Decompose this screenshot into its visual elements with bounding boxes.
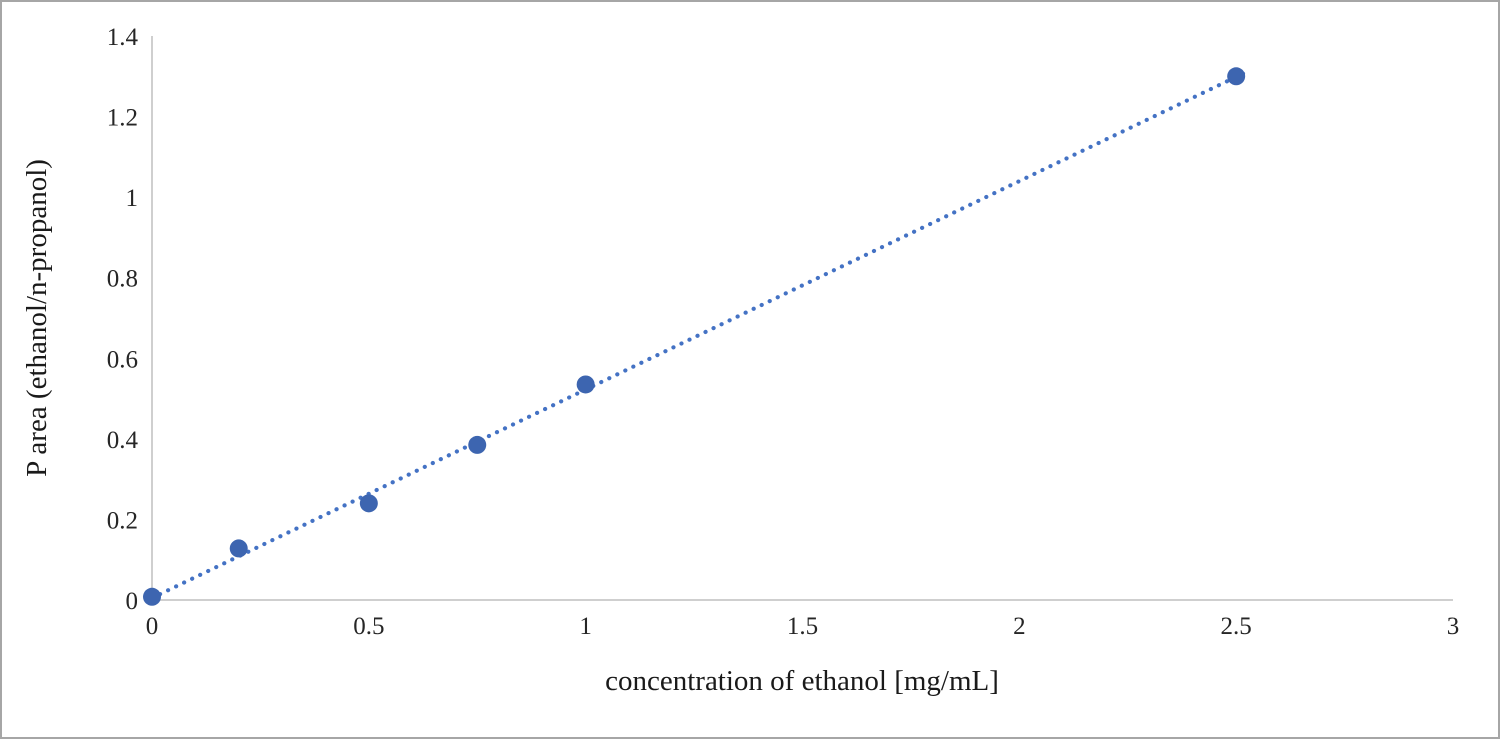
y-tick-label: 0.4: [107, 427, 139, 454]
x-axis-title: concentration of ethanol [mg/mL]: [605, 665, 999, 697]
x-tick-label: 1.5: [787, 613, 818, 640]
y-tick-label: 0.8: [107, 266, 138, 293]
data-point: [468, 435, 487, 454]
y-tick-label: 0.6: [107, 346, 138, 373]
y-tick-label: 1.4: [107, 24, 139, 51]
x-tick-label: 2.5: [1221, 613, 1252, 640]
trendline: [149, 68, 1252, 601]
y-tick-label: 1: [126, 185, 139, 212]
y-tick-label: 0: [126, 588, 139, 615]
data-point: [359, 494, 378, 513]
data-point: [576, 375, 595, 394]
x-tick-label: 0.5: [353, 613, 384, 640]
x-tick-label: 0: [146, 613, 159, 640]
data-point: [143, 587, 161, 606]
y-tick-label: 1.2: [107, 105, 138, 132]
y-axis-title: P area (ethanol/n-propanol): [21, 159, 53, 477]
x-tick-label: 2: [1013, 613, 1026, 640]
data-point: [229, 539, 248, 558]
x-tick-label: 1: [579, 613, 592, 640]
data-point: [1227, 67, 1246, 86]
x-tick-label: 3: [1447, 613, 1460, 640]
y-tick-label: 0.2: [107, 507, 138, 534]
